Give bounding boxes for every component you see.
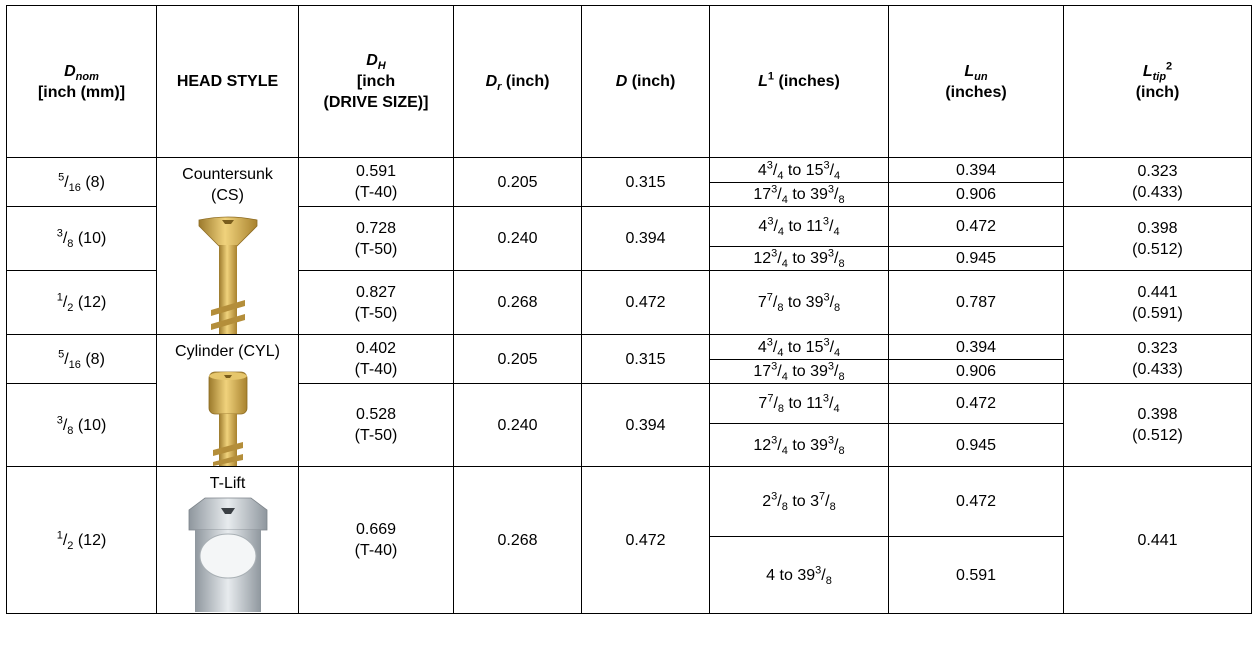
- head-style-label: Cylinder (CYL): [175, 343, 280, 360]
- screw-spec-table: Dnom [inch (mm)] HEAD STYLE DH [inch (DRIVE…: [6, 5, 1252, 614]
- d-cell: 0.315: [581, 157, 710, 207]
- d-cell: 0.472: [581, 466, 710, 614]
- head-style-label: T-Lift: [209, 475, 246, 492]
- dnom-cell: 5/16 (8): [6, 334, 157, 384]
- dh-cell: 0.591 (T-40): [298, 157, 454, 207]
- ltip-cell: 0.441: [1063, 466, 1252, 614]
- header-d: D (inch): [581, 5, 710, 158]
- head-style-cylinder: Cylinder (CYL): [156, 334, 299, 467]
- head-style-label: Countersunk: [182, 166, 273, 183]
- dr-cell: 0.268: [453, 466, 582, 614]
- length-cell: 23/8 to 37/8: [709, 466, 889, 537]
- lun-cell: 0.394: [888, 334, 1064, 360]
- length-cell: 77/8 to 393/8: [709, 270, 889, 335]
- header-lun: Lun (inches): [888, 5, 1064, 158]
- header-ltip: Ltip2 (inch): [1063, 5, 1252, 158]
- table-row: 123/4 to 393/8 0.945: [7, 423, 1252, 467]
- dnom-cell: 3/8 (10): [6, 383, 157, 467]
- table-row: 5/16 (8) Countersunk (CS) 0.591 (T-40) 0.…: [6, 157, 1252, 335]
- length-cell: 173/4 to 393/8: [709, 359, 889, 384]
- length-cell: 77/8 to 113/4: [709, 383, 889, 424]
- lun-cell: 0.472: [888, 206, 1064, 247]
- dh-cell: 0.528 (T-50): [298, 383, 454, 467]
- lun-cell: 0.945: [888, 246, 1064, 271]
- dh-cell: 0.827 (T-50): [298, 270, 454, 335]
- table-row: 1/2 (12) 0.827 (T-50) 0.268 0.472 77/8 to…: [6, 270, 1252, 335]
- dnom-cell: 3/8 (10): [6, 206, 157, 271]
- d-cell: 0.394: [581, 383, 710, 467]
- table-row: 3/8 (10) 0.728 (T-50) 0.240 0.394 43/4 to…: [6, 206, 1252, 271]
- ltip-cell: 0.323 (0.433): [1063, 334, 1252, 384]
- header-dnom: Dnom [inch (mm)]: [6, 5, 157, 158]
- d-cell: 0.394: [581, 206, 710, 271]
- dr-cell: 0.205: [453, 157, 582, 207]
- length-cell: 43/4 to 153/4: [709, 157, 889, 183]
- header-head-style: HEAD STYLE: [156, 5, 299, 158]
- ltip-cell: 0.398 (0.512): [1063, 206, 1252, 271]
- table-row: 173/4 to 393/8 0.906: [7, 359, 1252, 384]
- head-style-label: (CS): [211, 187, 244, 204]
- length-cell: 43/4 to 113/4: [709, 206, 889, 247]
- dnom-cell: 5/16 (8): [6, 157, 157, 207]
- countersunk-screw-icon: [198, 216, 257, 334]
- dh-cell: 0.402 (T-40): [298, 334, 454, 384]
- lun-cell: 0.394: [888, 157, 1064, 183]
- d-cell: 0.315: [581, 334, 710, 384]
- lun-cell: 0.906: [888, 182, 1064, 207]
- ltip-cell: 0.398 (0.512): [1063, 383, 1252, 467]
- lun-cell: 0.945: [888, 423, 1064, 467]
- length-cell: 173/4 to 393/8: [709, 182, 889, 207]
- lun-cell: 0.591: [888, 536, 1064, 614]
- table-row: 3/8 (10) 0.528 (T-50) 0.240 0.394 77/8 to…: [6, 383, 1252, 467]
- dr-cell: 0.240: [453, 383, 582, 467]
- dnom-cell: 1/2 (12): [6, 270, 157, 335]
- lun-cell: 0.906: [888, 359, 1064, 384]
- table-row: 4 to 393/8 0.591: [7, 536, 1252, 614]
- length-cell: 123/4 to 393/8: [709, 246, 889, 271]
- dr-cell: 0.240: [453, 206, 582, 271]
- ltip-cell: 0.323 (0.433): [1063, 157, 1252, 207]
- head-style-countersunk: Countersunk (CS): [156, 157, 299, 335]
- cylinder-screw-icon: [208, 371, 247, 466]
- length-cell: 123/4 to 393/8: [709, 423, 889, 467]
- table-row: 1/2 (12) T-Lift 0.669 (T-40) 0.268 0.472 …: [6, 466, 1252, 614]
- header-l: L1 (inches): [709, 5, 889, 158]
- lun-cell: 0.787: [888, 270, 1064, 335]
- table-row: 5/16 (8) Cylinder (CYL) 0.402 (T-40) 0.20…: [6, 334, 1252, 467]
- dh-cell: 0.728 (T-50): [298, 206, 454, 271]
- dr-cell: 0.205: [453, 334, 582, 384]
- tlift-screw-icon: [188, 497, 267, 612]
- header-dr: Dr (inch): [453, 5, 582, 158]
- d-cell: 0.472: [581, 270, 710, 335]
- dh-cell: 0.669 (T-40): [298, 466, 454, 614]
- dnom-cell: 1/2 (12): [6, 466, 157, 614]
- header-dh: DH [inch (DRIVE SIZE)]: [298, 5, 454, 158]
- length-cell: 43/4 to 153/4: [709, 334, 889, 360]
- ltip-cell: 0.441 (0.591): [1063, 270, 1252, 335]
- header-row: Dnom [inch (mm)] HEAD STYLE DH [inch (DRIVE…: [6, 5, 1252, 158]
- length-cell: 4 to 393/8: [709, 536, 889, 614]
- lun-cell: 0.472: [888, 466, 1064, 537]
- head-style-tlift: T-Lift: [156, 466, 299, 614]
- dr-cell: 0.268: [453, 270, 582, 335]
- lun-cell: 0.472: [888, 383, 1064, 424]
